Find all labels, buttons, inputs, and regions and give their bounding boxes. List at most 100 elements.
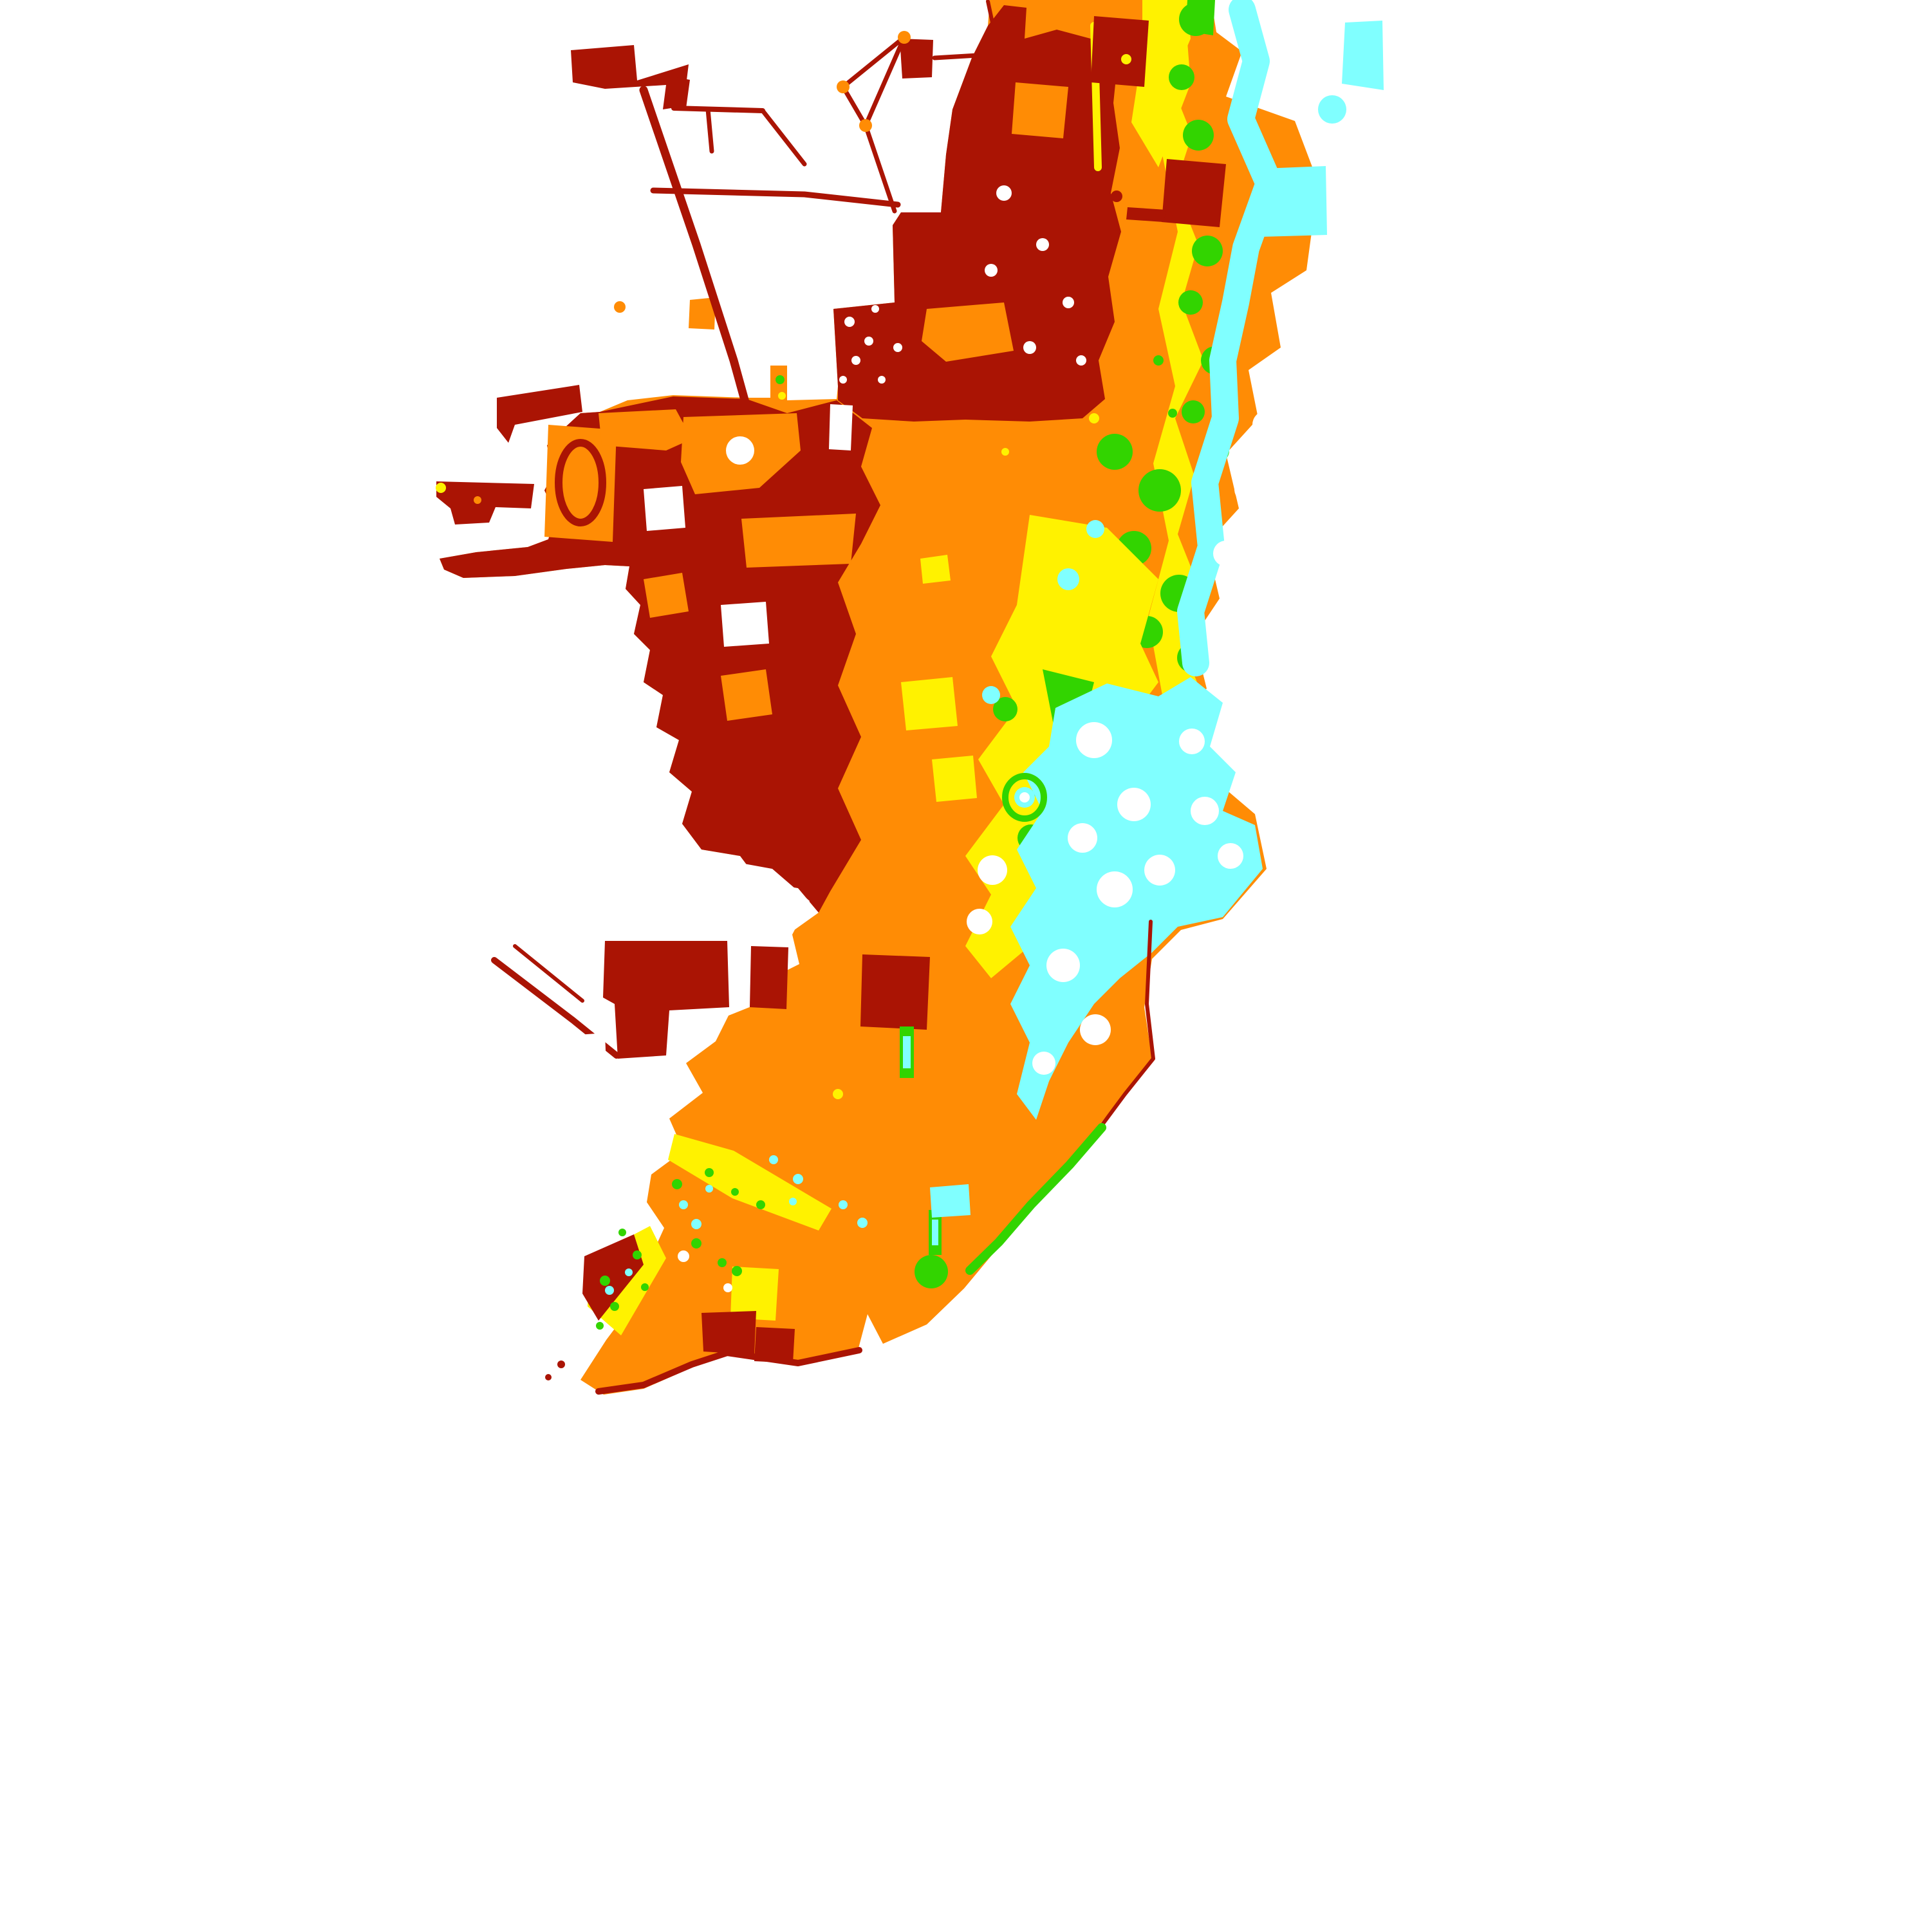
yellow-class-region: [1121, 54, 1131, 64]
darkred-class-region: [571, 45, 689, 109]
darkred-class-region: [440, 396, 880, 913]
white-class-region: [829, 404, 853, 450]
yellow-class-region: [730, 1267, 779, 1321]
white-class-region: [1117, 788, 1151, 821]
green-class-region: [718, 1258, 727, 1267]
darkred-class-region: [986, 0, 1001, 55]
darkred-class-region: [760, 108, 807, 167]
orange-class-region: [898, 31, 911, 44]
darkred-class-region: [545, 1374, 552, 1380]
yellow-class-region: [932, 756, 977, 802]
darkred-class-region: [639, 86, 750, 407]
cyan-class-region: [705, 1185, 713, 1193]
yellow-class-region: [1089, 413, 1099, 423]
yellow-class-region: [778, 392, 786, 400]
darkred-class-region: [701, 1311, 756, 1355]
white-class-region: [985, 264, 998, 277]
cyan-class-region: [625, 1268, 633, 1276]
green-class-region: [1183, 120, 1214, 151]
white-class-region: [644, 486, 685, 531]
white-class-region: [1221, 606, 1244, 629]
green-class-region: [1168, 409, 1177, 418]
darkred-class-region: [671, 106, 765, 113]
darkred-class-region: [841, 84, 868, 128]
green-class-region: [600, 1276, 610, 1286]
cyan-class-region: [691, 1219, 701, 1229]
white-class-region: [1218, 843, 1243, 869]
white-class-region: [1252, 411, 1281, 439]
green-class-region: [756, 1200, 765, 1209]
darkred-class-region: [900, 39, 933, 79]
darkred-class-region: [668, 76, 690, 108]
orange-class-region: [1012, 82, 1068, 138]
green-class-region: [1192, 236, 1223, 266]
white-class-region: [1032, 1052, 1055, 1075]
darkred-class-region: [863, 35, 907, 128]
white-class-region: [1036, 238, 1049, 251]
green-class-region: [1182, 400, 1205, 423]
darkred-class-region: [582, 1234, 644, 1321]
white-class-region: [844, 317, 855, 327]
green-class-region: [965, 1123, 1106, 1275]
white-class-region: [1191, 797, 1219, 825]
white-class-region: [578, 1033, 607, 1086]
white-class-region: [978, 855, 1007, 885]
green-class-region: [1097, 434, 1133, 470]
white-class-region: [1023, 341, 1036, 354]
white-class-region: [1076, 355, 1086, 366]
green-class-region: [1153, 355, 1164, 366]
orange-class-region: [689, 297, 716, 330]
cyan-class-region: [1086, 520, 1104, 538]
white-class-region: [1076, 722, 1112, 758]
darkred-class-region: [841, 35, 907, 89]
orange-class-region: [474, 496, 481, 504]
white-class-region: [839, 376, 847, 384]
green-class-region: [1169, 64, 1194, 90]
darkred-class-region: [555, 439, 606, 526]
green-class-region: [610, 1302, 619, 1311]
yellow-class-region: [833, 1089, 843, 1099]
white-class-region: [618, 692, 652, 729]
white-class-region: [878, 376, 886, 384]
cyan-class-region: [793, 1174, 803, 1184]
cyan-class-region: [1177, 0, 1283, 676]
darkred-class-region: [513, 944, 584, 1003]
green-class-region: [993, 697, 1017, 721]
white-class-region: [1275, 345, 1306, 376]
white-class-region: [967, 909, 992, 934]
darkred-class-region: [436, 481, 534, 525]
white-class-region: [893, 343, 902, 352]
yellow-class-region: [920, 555, 951, 584]
green-class-region: [731, 1188, 739, 1196]
darkred-class-region: [603, 941, 729, 1059]
orange-class-region: [922, 302, 1014, 362]
cyan-class-region: [1342, 21, 1384, 90]
white-class-region: [1063, 297, 1074, 308]
orange-class-region: [741, 514, 856, 568]
green-class-region: [618, 1229, 626, 1236]
orange-class-region: [614, 301, 626, 313]
darkred-class-region: [1126, 207, 1166, 222]
cyan-class-region: [769, 1155, 778, 1164]
cyan-class-region: [857, 1218, 868, 1228]
darkred-class-region: [1095, 920, 1155, 1133]
white-class-region: [996, 185, 1012, 201]
darkred-class-region: [932, 52, 990, 60]
white-class-region: [1097, 871, 1133, 907]
cyan-class-region: [1010, 677, 1263, 1120]
cyan-class-region: [930, 1184, 971, 1218]
cyan-class-region: [605, 1286, 614, 1295]
darkred-class-region: [557, 1361, 565, 1368]
green-class-region: [1002, 773, 1047, 822]
white-class-region: [701, 856, 810, 938]
green-class-region: [1138, 469, 1181, 512]
darkred-class-region: [650, 187, 901, 208]
orange-class-region: [837, 80, 850, 93]
yellow-class-region: [668, 1134, 831, 1231]
cyan-class-region: [839, 1200, 848, 1209]
green-class-region: [633, 1250, 642, 1259]
darkred-class-region: [1091, 16, 1149, 87]
white-class-region: [1068, 823, 1097, 853]
